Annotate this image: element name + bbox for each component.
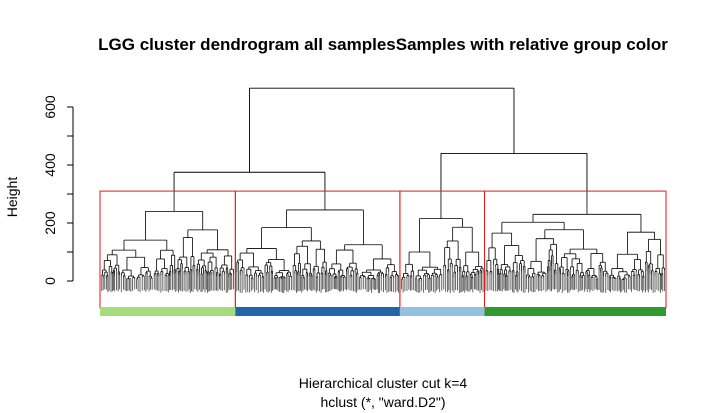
chart-title: LGG cluster dendrogram all samplesSample… (98, 35, 668, 54)
cut-box-c3 (399, 190, 486, 309)
cluster-color-bar (100, 307, 666, 316)
cluster-c2-subtree (236, 191, 399, 293)
color-bar-c1 (100, 307, 236, 316)
upper-merges (173, 87, 588, 192)
y-tick-label: 400 (42, 153, 58, 177)
cluster-c1-subtree (101, 191, 234, 293)
x-axis-label: Hierarchical cluster cut k=4 (299, 375, 468, 391)
color-bar-c4 (484, 307, 666, 316)
cluster-c4-subtree (485, 191, 665, 293)
y-tick-label: 0 (42, 277, 58, 285)
color-bar-c2 (235, 307, 400, 316)
color-bar-c3 (399, 307, 485, 316)
dendrogram-branches (101, 87, 665, 293)
cut-box-c4 (484, 190, 667, 309)
y-tick-label: 600 (42, 95, 58, 119)
y-axis-label: Height (4, 177, 20, 218)
method-subtitle: hclust (*, "ward.D2") (320, 394, 445, 410)
y-tick-label: 200 (42, 211, 58, 235)
y-axis: 0 200 400 600 (42, 95, 74, 285)
cluster-c3-subtree (401, 191, 484, 293)
